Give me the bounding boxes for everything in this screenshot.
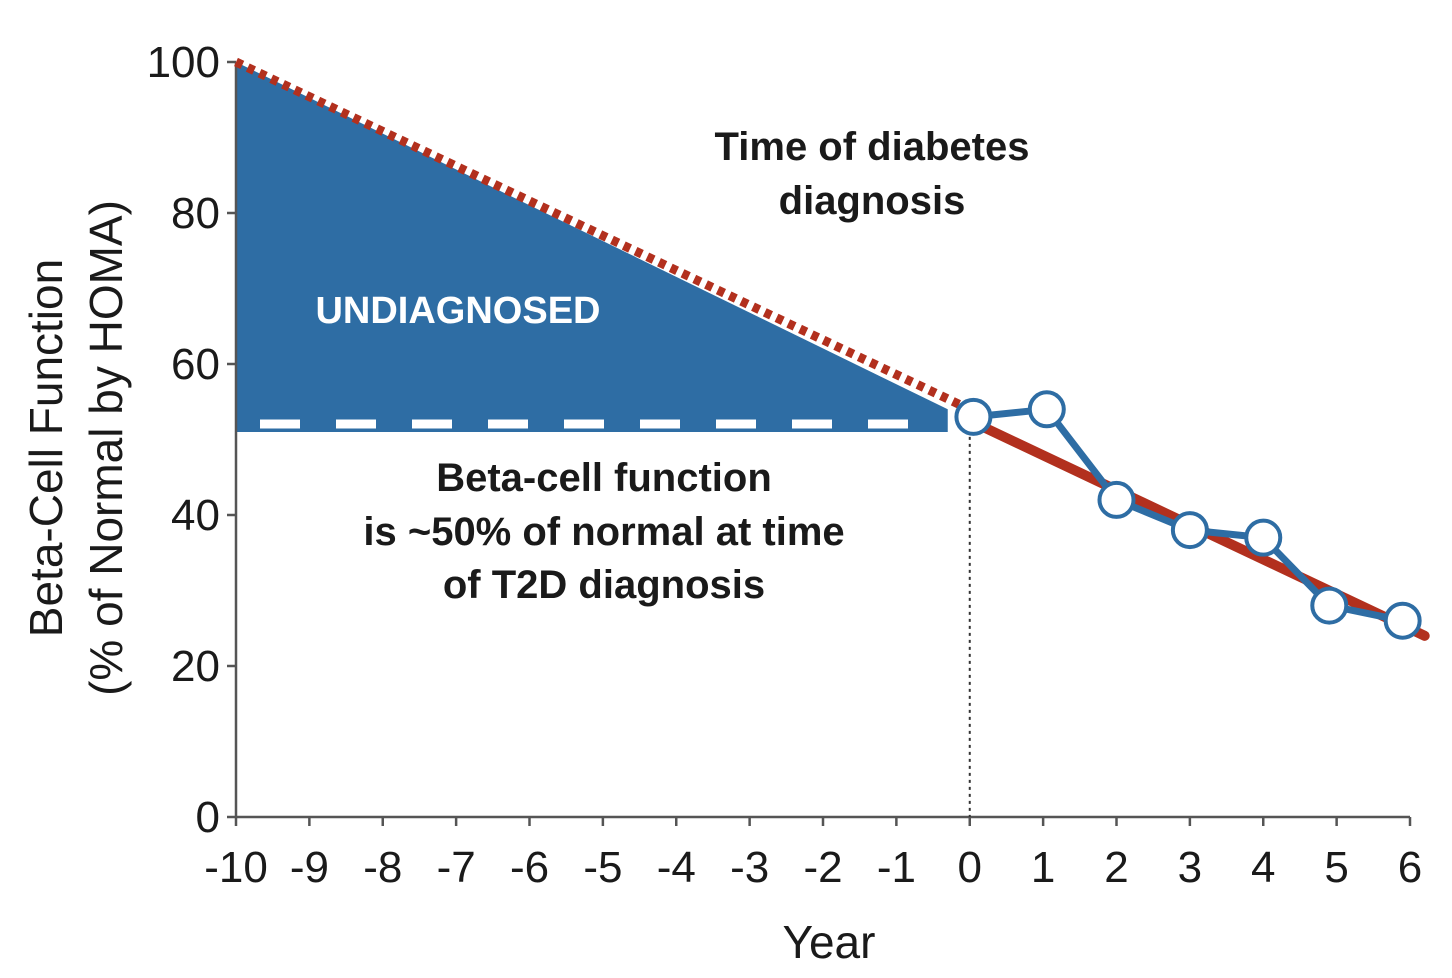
- beta-annotation-line1: Beta-cell function: [436, 456, 772, 500]
- x-tick-label: -5: [583, 843, 622, 892]
- x-tick-label: 2: [1104, 843, 1128, 892]
- x-tick-label: -4: [657, 843, 696, 892]
- y-tick-label: 80: [171, 189, 220, 238]
- x-tick-label: 6: [1398, 843, 1422, 892]
- observed-point: [1027, 390, 1066, 429]
- y-tick-label: 60: [171, 340, 220, 389]
- observed-point: [1170, 511, 1209, 550]
- x-tick-label: -3: [730, 843, 769, 892]
- y-axis-title: Beta-Cell Function: [20, 259, 72, 637]
- observed-point: [1244, 518, 1283, 557]
- y-tick-label: 0: [196, 793, 220, 842]
- undiagnosed-label: UNDIAGNOSED: [315, 290, 600, 332]
- x-tick-label: -1: [877, 843, 916, 892]
- x-tick-label: 4: [1251, 843, 1275, 892]
- y-tick-label: 100: [147, 38, 220, 87]
- x-tick-label: 0: [958, 843, 982, 892]
- observed-point: [1383, 601, 1422, 640]
- data-markers-layer: [954, 390, 1422, 640]
- diagnosis-annotation-line1: Time of diabetes: [715, 125, 1030, 169]
- x-tick-label: 1: [1031, 843, 1055, 892]
- x-tick-label: -6: [510, 843, 549, 892]
- trend-projection-line: [234, 57, 972, 414]
- axes-layer: [227, 60, 1412, 826]
- x-tick-label: -8: [363, 843, 402, 892]
- diagnosis-annotation-line2: diagnosis: [779, 179, 966, 223]
- y-tick-label: 40: [171, 491, 220, 540]
- beta-annotation-line2: is ~50% of normal at time: [363, 510, 844, 554]
- x-tick-label: 5: [1324, 843, 1348, 892]
- y-tick-label: 20: [171, 642, 220, 691]
- beta-annotation-line3: of T2D diagnosis: [443, 563, 765, 607]
- x-tick-label: -7: [437, 843, 476, 892]
- x-tick-label: -2: [803, 843, 842, 892]
- x-axis-title: Year: [783, 916, 876, 968]
- observed-point: [1310, 586, 1349, 625]
- observed-point: [1097, 480, 1136, 519]
- x-tick-label: 3: [1178, 843, 1202, 892]
- undiagnosed-region-layer: [236, 62, 948, 432]
- x-tick-label: -10: [204, 843, 268, 892]
- undiagnosed-region: [236, 62, 948, 432]
- x-tick-label: -9: [290, 843, 329, 892]
- observed-point: [954, 397, 993, 436]
- y-axis-subtitle: (% of Normal by HOMA): [80, 200, 132, 696]
